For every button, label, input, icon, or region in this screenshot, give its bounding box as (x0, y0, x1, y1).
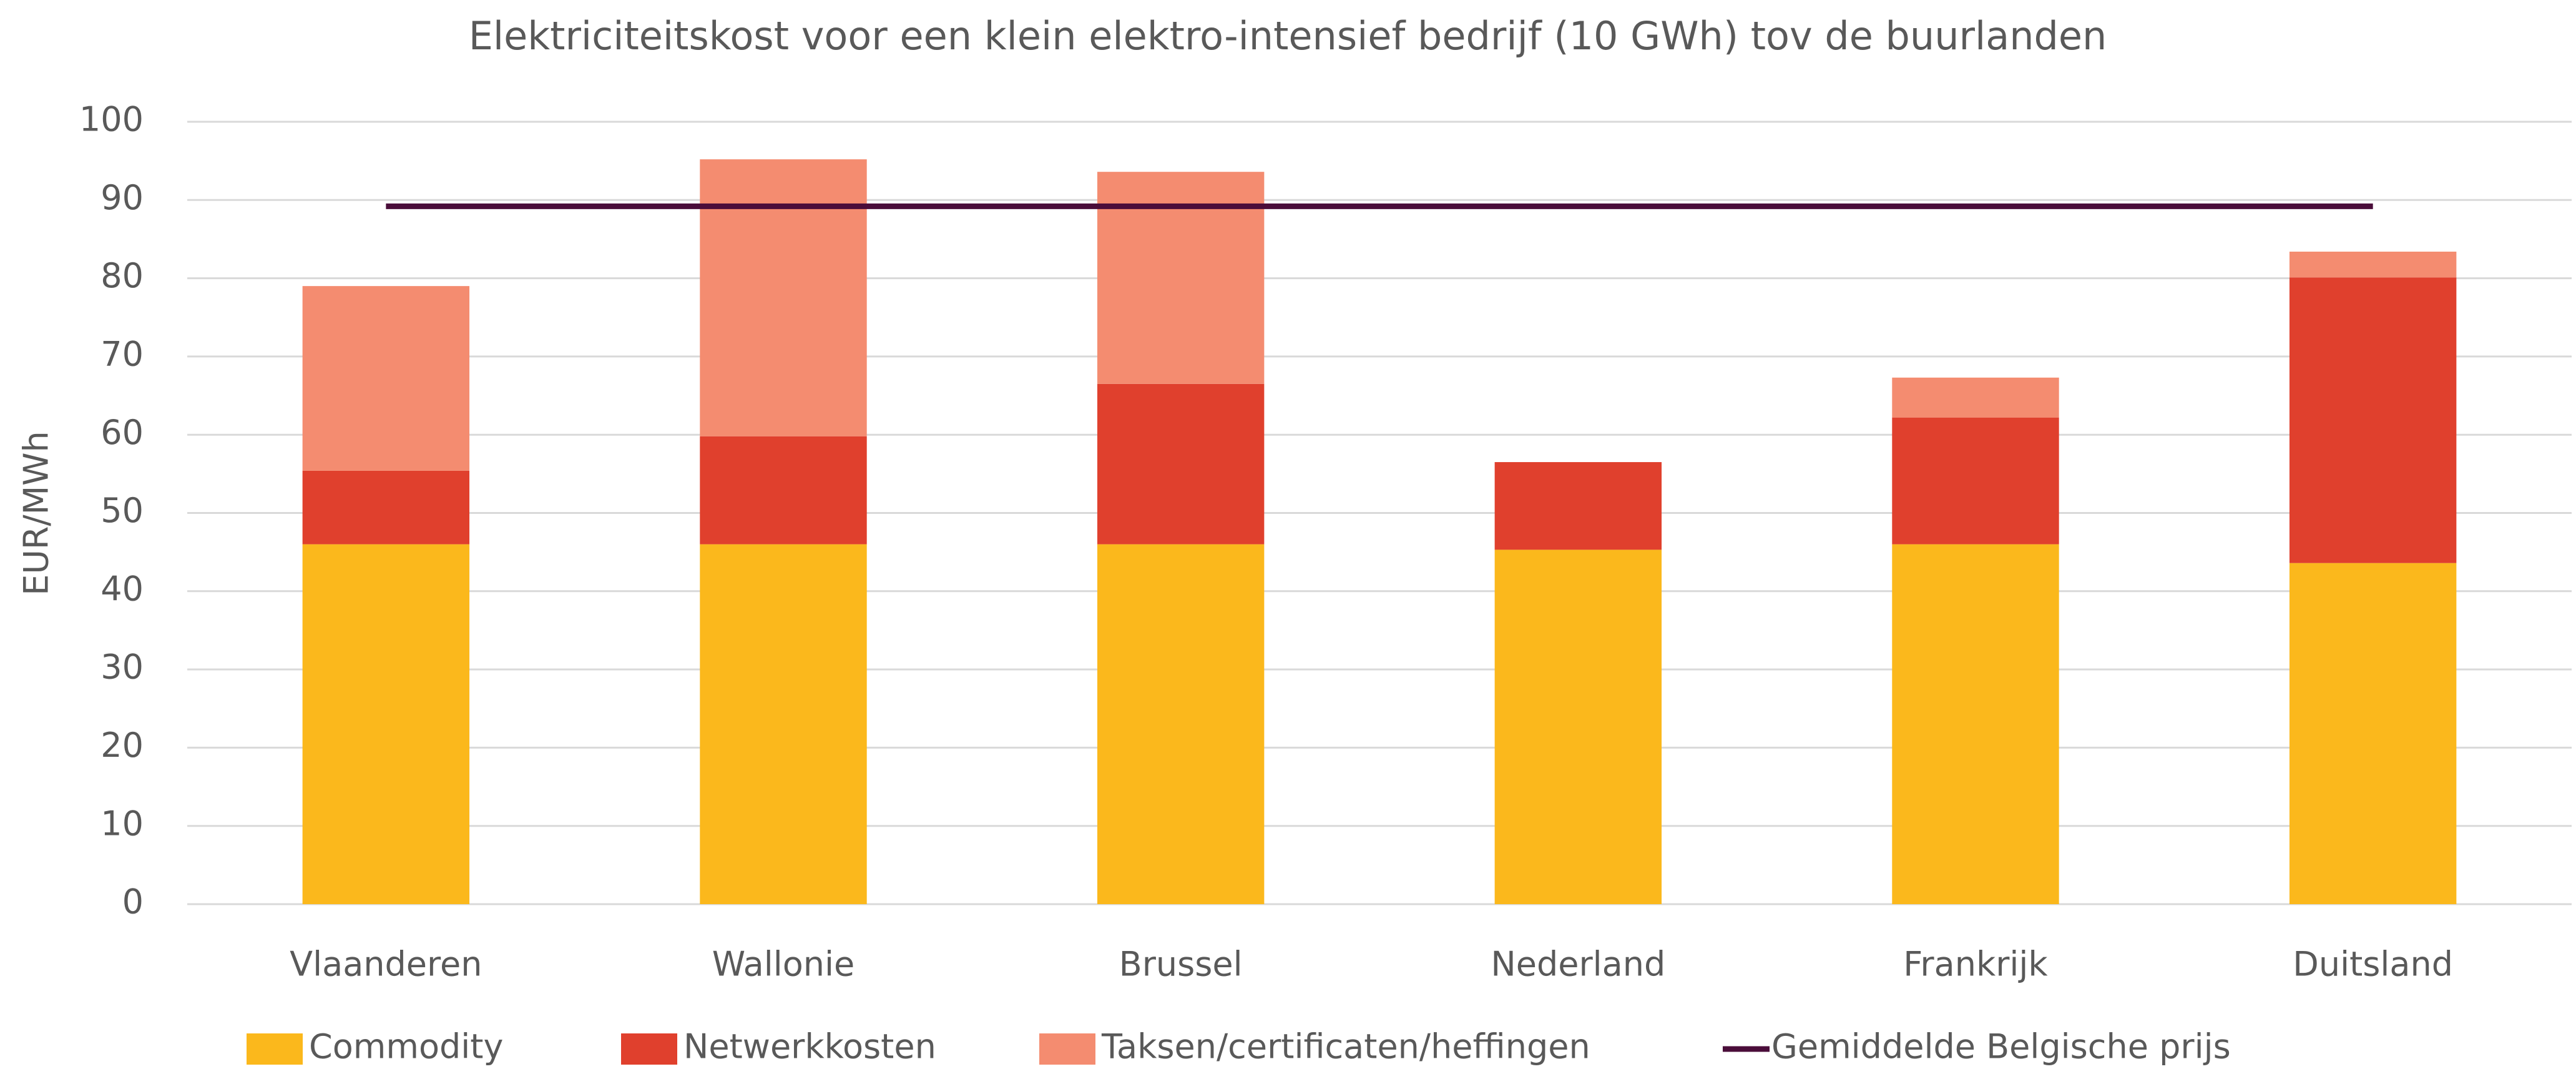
bar (2289, 277, 2457, 563)
y-tick-label: 90 (100, 178, 144, 217)
legend-label: Netwerkkosten (683, 1027, 936, 1067)
bar (1494, 549, 1662, 904)
bar (1494, 462, 1662, 550)
bar (1892, 544, 2059, 904)
bar (1892, 417, 2059, 544)
x-tick-label: Wallonie (712, 945, 855, 984)
y-tick-label: 80 (100, 256, 144, 295)
bar (1097, 544, 1265, 904)
y-tick-label: 20 (100, 726, 144, 765)
legend-label: Commodity (309, 1027, 503, 1067)
y-tick-label: 50 (100, 491, 144, 530)
bar (700, 436, 867, 544)
bar (700, 159, 867, 436)
y-tick-label: 40 (100, 569, 144, 608)
bar (1097, 383, 1265, 544)
y-tick-label: 10 (100, 804, 144, 843)
y-tick-label: 70 (100, 335, 144, 374)
legend-swatch (1039, 1033, 1095, 1065)
bar (302, 544, 470, 904)
bar (302, 286, 470, 471)
x-tick-label: Vlaanderen (290, 945, 482, 984)
bar (700, 544, 867, 904)
legend-swatch (247, 1033, 303, 1065)
y-tick-label: 100 (79, 100, 144, 139)
x-tick-label: Brussel (1119, 945, 1243, 984)
x-tick-label: Duitsland (2293, 945, 2453, 984)
bar (2289, 251, 2457, 278)
y-tick-label: 30 (100, 648, 144, 687)
legend-label: Gemiddelde Belgische prijs (1771, 1027, 2231, 1067)
bar (302, 470, 470, 544)
y-tick-label: 60 (100, 413, 144, 452)
bar (2289, 563, 2457, 904)
chart-title: Elektriciteitskost voor een klein elektr… (469, 13, 2107, 59)
y-tick-label: 0 (122, 882, 144, 922)
x-tick-label: Nederland (1491, 945, 1665, 984)
bar (1892, 377, 2059, 418)
y-axis-label: EUR/MWh (17, 431, 56, 596)
legend-label: Taksen/certificaten/heffingen (1101, 1027, 1590, 1067)
legend-swatch (621, 1033, 677, 1065)
x-tick-label: Frankrijk (1903, 945, 2048, 984)
